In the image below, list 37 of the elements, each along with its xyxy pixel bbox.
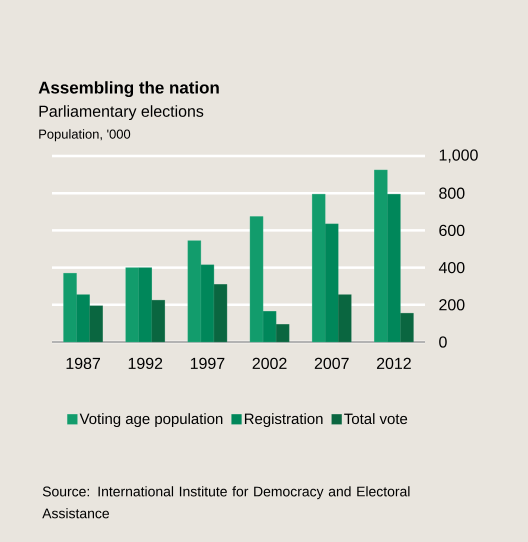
legend-label: Total vote	[344, 413, 408, 424]
bar	[325, 224, 338, 342]
bar	[89, 306, 103, 342]
bar	[76, 294, 90, 342]
chart-title: Assembling the nation	[38, 81, 219, 98]
bar	[188, 240, 202, 342]
bar	[214, 284, 228, 342]
legend-label: Registration	[244, 413, 322, 428]
chart-subtitle: Parliamentary elections	[40, 105, 204, 120]
bar	[152, 300, 166, 342]
bar	[338, 294, 352, 342]
y-axis-title: Population, '000	[39, 129, 130, 142]
y-tick-label: 0	[439, 336, 447, 348]
y-tick-label: 600	[439, 224, 464, 236]
x-tick-label: 2002	[252, 358, 287, 370]
bar	[312, 194, 326, 342]
bar	[262, 311, 276, 342]
bar	[138, 267, 152, 342]
x-tick-label: 1997	[190, 358, 224, 370]
bar	[276, 324, 290, 342]
bar	[387, 194, 401, 342]
x-tick-label: 2012	[376, 358, 411, 370]
bar	[400, 312, 414, 342]
legend-label: Voting age population	[80, 413, 222, 428]
x-tick-label: 2007	[314, 358, 349, 370]
x-tick-label: 1987	[66, 358, 100, 370]
source-note: Source: International Institute for Democracy and Electoral Assistance	[42, 486, 410, 518]
y-tick-label: 1,000	[440, 149, 478, 163]
bar	[374, 170, 388, 342]
bar	[63, 272, 77, 342]
bar	[200, 264, 214, 342]
bar	[125, 267, 139, 342]
y-tick-label: 200	[439, 299, 464, 310]
bar	[250, 216, 264, 342]
y-tick-label: 400	[438, 262, 464, 274]
x-tick-label: 1992	[128, 358, 162, 370]
y-tick-label: 800	[439, 188, 464, 199]
